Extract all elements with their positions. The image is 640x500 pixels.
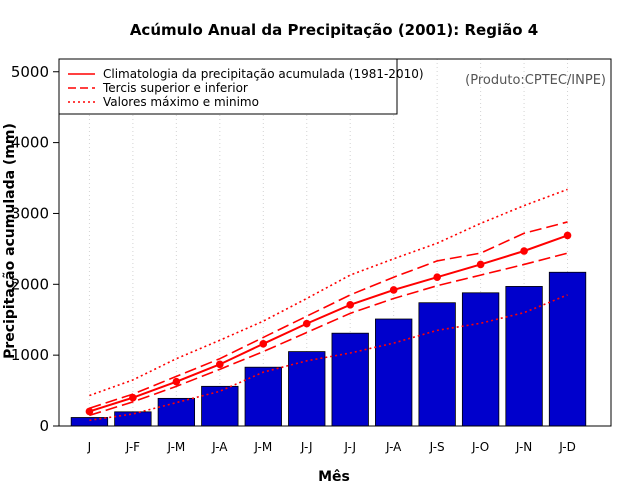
series-line-4 xyxy=(89,294,568,422)
bar xyxy=(114,411,152,427)
x-tick-label: J-O xyxy=(471,440,489,454)
line-series xyxy=(85,188,572,422)
series-line-1 xyxy=(89,221,568,410)
bar xyxy=(157,397,196,427)
x-axis-label: Mês xyxy=(318,469,350,485)
series-line-0 xyxy=(89,234,568,413)
legend-entry: Climatologia da precipitação acumulada (… xyxy=(103,67,424,81)
x-tick-label: J-M xyxy=(166,440,185,454)
bar xyxy=(331,332,369,427)
series-point xyxy=(172,377,181,386)
legend-box xyxy=(58,58,398,115)
chart-title: Acúmulo Anual da Precipitação (2001): Re… xyxy=(130,21,538,39)
x-tick-label: J-J xyxy=(343,440,356,454)
x-tick-label: J-A xyxy=(385,440,402,454)
bar xyxy=(548,271,587,427)
x-tick-label: J-A xyxy=(211,440,228,454)
series-line-2 xyxy=(89,252,568,417)
x-tick-label: J-N xyxy=(515,440,532,454)
x-tick-label: J xyxy=(87,440,92,454)
y-tick-label: 0 xyxy=(39,417,49,435)
y-tick-label: 1000 xyxy=(11,346,49,364)
y-tick-label: 3000 xyxy=(11,204,49,222)
y-tick-label: 4000 xyxy=(11,134,49,152)
legend-entry: Valores máximo e minimo xyxy=(103,95,259,109)
x-tick-label: J-F xyxy=(125,440,140,454)
bar xyxy=(375,318,413,427)
bar xyxy=(505,286,543,427)
series-point xyxy=(259,340,268,348)
series-point xyxy=(216,360,224,369)
y-axis: 0 1000 2000 3000 4000 5000 xyxy=(11,63,59,435)
series-point xyxy=(302,319,311,328)
series-point xyxy=(389,286,398,294)
bar xyxy=(70,417,109,427)
bar-series xyxy=(70,271,587,427)
bar xyxy=(244,366,282,427)
y-tick-label: 5000 xyxy=(11,63,49,81)
legend: Climatologia da precipitação acumulada (… xyxy=(58,58,424,115)
bar xyxy=(201,385,239,427)
y-tick-label: 2000 xyxy=(11,275,49,293)
bar xyxy=(288,351,326,427)
x-tick-label: J-S xyxy=(429,440,445,454)
series-point xyxy=(476,260,485,269)
bar xyxy=(418,302,456,427)
series-point xyxy=(433,273,441,282)
y-axis-label: Precipitação acumulada (mm) xyxy=(2,123,18,359)
x-axis: J J-F J-M J-A J-M J-J J-J J-A J-S J-O J-N J-D xyxy=(87,440,576,454)
x-tick-label: J-M xyxy=(253,440,272,454)
series-point xyxy=(346,301,355,309)
x-tick-label: J-J xyxy=(300,440,313,454)
bar xyxy=(461,292,500,427)
legend-entry: Tercis superior e inferior xyxy=(102,81,248,95)
x-tick-label: J-D xyxy=(558,440,576,454)
series-point xyxy=(129,393,137,402)
series-point xyxy=(85,407,94,416)
series-point xyxy=(563,231,572,240)
series-point xyxy=(520,247,528,255)
credit-annotation: (Produto:CPTEC/INPE) xyxy=(465,73,606,88)
series-line-3 xyxy=(89,188,568,397)
